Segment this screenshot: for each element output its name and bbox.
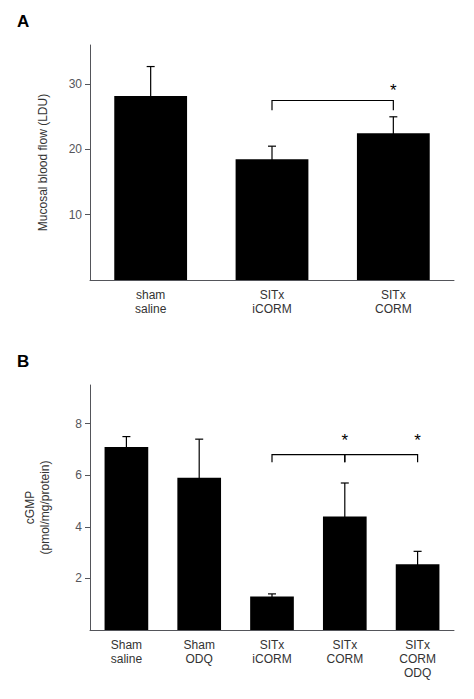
svg-text:6: 6	[75, 468, 82, 482]
svg-text:SITx: SITx	[260, 288, 285, 302]
svg-text:SITx: SITx	[332, 638, 357, 652]
svg-text:SITx: SITx	[405, 638, 430, 652]
svg-text:*: *	[390, 81, 397, 100]
svg-text:30: 30	[69, 77, 83, 91]
svg-text:*: *	[414, 431, 421, 450]
svg-text:(pmol/mg/protein): (pmol/mg/protein)	[38, 460, 52, 554]
svg-text:CORM: CORM	[375, 302, 412, 316]
svg-text:sham: sham	[136, 288, 165, 302]
svg-text:ODQ: ODQ	[404, 666, 431, 680]
svg-text:A: A	[17, 12, 29, 31]
svg-text:4: 4	[75, 520, 82, 534]
svg-text:Sham: Sham	[111, 638, 142, 652]
svg-text:cGMP: cGMP	[23, 491, 37, 524]
svg-text:CORM: CORM	[326, 652, 363, 666]
svg-text:*: *	[341, 431, 348, 450]
svg-text:10: 10	[69, 208, 83, 222]
svg-text:saline: saline	[135, 302, 167, 316]
svg-text:SITx: SITx	[381, 288, 406, 302]
svg-text:B: B	[17, 352, 29, 371]
svg-text:Mucosal blood flow (LDU): Mucosal blood flow (LDU)	[36, 94, 50, 231]
svg-text:ODQ: ODQ	[186, 652, 213, 666]
svg-text:iCORM: iCORM	[252, 302, 291, 316]
svg-text:SITx: SITx	[260, 638, 285, 652]
svg-text:2: 2	[75, 571, 82, 585]
svg-text:8: 8	[75, 417, 82, 431]
svg-text:saline: saline	[111, 652, 143, 666]
svg-text:iCORM: iCORM	[252, 652, 291, 666]
svg-text:Sham: Sham	[184, 638, 215, 652]
svg-text:20: 20	[69, 142, 83, 156]
svg-text:CORM: CORM	[399, 652, 436, 666]
